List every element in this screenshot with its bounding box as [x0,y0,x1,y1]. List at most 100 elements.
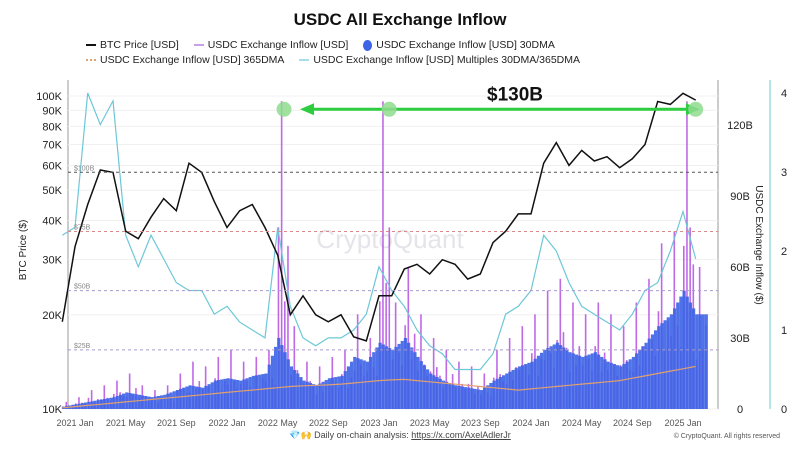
inflow-30dma-bar [220,379,224,409]
inflow-30dma-bar [467,387,471,409]
x-tick-label: 2022 Sep [309,418,348,428]
inflow-30dma-bar [321,381,325,409]
inflow-30dma-bar [175,390,180,409]
left-tick-label: 50K [42,185,62,197]
legend-inflow-365dma[interactable]: USDC Exchange Inflow [USD] 365DMA [86,53,284,68]
right-tick-label: 60B [730,262,750,274]
inflow-30dma-bar [264,373,268,409]
inflow-30dma-bar [331,377,335,409]
inflow-30dma-bar [346,366,351,409]
inflow-bar [103,385,106,409]
inflow-30dma-bar [207,384,211,409]
inflow-30dma-bar [612,364,617,409]
inflow-30dma-bar [641,346,645,409]
inflow-bar [382,101,384,409]
inflow-30dma-bar [701,314,705,409]
left-tick-label: 90K [42,105,62,117]
inflow-30dma-bar [410,347,414,409]
inflow-30dma-bar [568,352,572,409]
inflow-30dma-bar [593,352,598,409]
y-axis-label-right: USDC Exchange Inflow ($) [753,185,764,305]
legend-btc-price[interactable]: BTC Price [USD] [86,38,179,53]
inflow-30dma-bar [502,375,506,409]
inflow-30dma-bar [698,314,702,409]
inflow-30dma-bar [356,358,360,409]
inflow-30dma-bar [296,373,300,409]
multiples-tick-label: 3 [781,167,787,179]
inflow-30dma-bar [530,361,534,409]
inflow-30dma-bar [448,382,452,409]
inflow-30dma-bar [261,374,265,409]
x-tick-label: 2025 Jan [664,418,701,428]
inflow-30dma-bar [251,375,256,409]
inflow-30dma-bar [340,375,344,409]
inflow-30dma-bar [188,385,192,409]
legend-multiples[interactable]: USDC Exchange Inflow [USD] Multiples 30D… [299,53,580,68]
inflow-30dma-bar [270,355,275,409]
inflow-30dma-bar [441,380,446,409]
inflow-30dma-bar [508,371,512,409]
inflow-30dma-bar [274,346,278,409]
inflow-30dma-bar [210,382,214,409]
inflow-30dma-bar [533,358,537,409]
inflow-30dma-bar [223,378,227,409]
legend-inflow[interactable]: USDC Exchange Inflow [USD] [193,38,348,53]
inflow-30dma-bar [179,388,183,409]
legend-inflow-30dma[interactable]: USDC Exchange Inflow [USD] 30DMA [363,38,555,53]
inflow-30dma-bar [495,378,499,409]
inflow-bar [458,361,460,409]
inflow-30dma-bar [369,356,373,409]
inflow-30dma-bar [429,373,433,409]
inflow-30dma-bar [578,355,582,409]
multiples-tick-label: 2 [781,246,787,258]
inflow-30dma-bar [590,353,594,409]
x-tick-label: 2024 May [562,418,602,428]
inflow-bar [90,390,93,409]
arrow-head-left [300,103,314,116]
inflow-30dma-bar [239,380,243,409]
inflow-bar [287,245,289,409]
inflow-365dma-line [62,365,696,409]
inflow-30dma-bar [163,394,167,409]
inflow-30dma-bar [540,352,544,409]
legend-label: BTC Price [USD] [100,39,179,51]
inflow-30dma-bar [147,396,151,409]
footer-text: Daily on-chain analysis: [314,430,412,440]
inflow-30dma-bar [524,364,528,409]
inflow-bar [407,266,410,409]
inflow-30dma-bar [473,388,477,409]
inflow-30dma-bar [521,365,525,409]
inflow-30dma-bar [552,344,556,409]
inflow-30dma-bar [248,377,252,409]
inflow-30dma-bar [625,361,629,409]
inflow-bar [78,397,80,409]
inflow-30dma-bar [416,356,420,409]
footer-link[interactable]: https://x.com/AxelAdlerJr [411,430,511,440]
inflow-30dma-bar [236,380,240,409]
inflow-30dma-bar [334,377,338,409]
reference-label: $50B [74,284,91,291]
left-tick-label: 10K [42,404,62,416]
inflow-bar [128,373,131,409]
inflow-30dma-bar [172,391,176,409]
inflow-30dma-bar [619,366,623,409]
inflow-30dma-bar [153,396,157,409]
right-tick-label: 30B [730,333,750,345]
inflow-30dma-bar [125,392,129,409]
inflow-30dma-bar [156,395,161,409]
inflow-30dma-bar [660,323,664,409]
multiples-tick-label: 1 [781,325,787,337]
inflow-30dma-bar [305,381,309,409]
inflow-30dma-bar [517,366,522,409]
inflow-30dma-bar [695,314,699,409]
inflow-bar [686,101,688,409]
inflow-30dma-bar [315,385,319,409]
inflow-bar [388,227,391,409]
inflow-30dma-bar [666,317,670,409]
inflow-30dma-bar [166,393,170,409]
right-tick-label: 120B [727,120,753,132]
inflow-30dma-bar [616,365,620,409]
inflow-30dma-bar [362,360,366,409]
